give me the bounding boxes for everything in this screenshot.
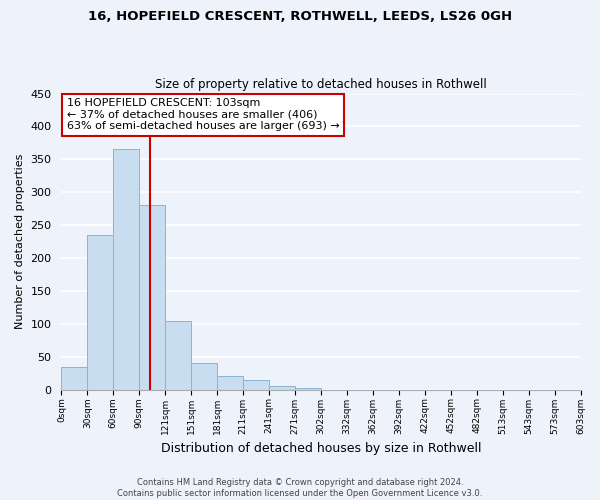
Bar	[113, 150, 139, 390]
Bar	[191, 364, 217, 390]
Bar	[269, 386, 295, 390]
Bar	[165, 320, 191, 390]
Bar	[139, 206, 165, 390]
Bar	[217, 376, 243, 390]
Text: 16, HOPEFIELD CRESCENT, ROTHWELL, LEEDS, LS26 0GH: 16, HOPEFIELD CRESCENT, ROTHWELL, LEEDS,…	[88, 10, 512, 23]
X-axis label: Distribution of detached houses by size in Rothwell: Distribution of detached houses by size …	[161, 442, 481, 455]
Y-axis label: Number of detached properties: Number of detached properties	[15, 154, 25, 330]
Bar	[295, 388, 321, 390]
Title: Size of property relative to detached houses in Rothwell: Size of property relative to detached ho…	[155, 78, 487, 91]
Text: 16 HOPEFIELD CRESCENT: 103sqm
← 37% of detached houses are smaller (406)
63% of : 16 HOPEFIELD CRESCENT: 103sqm ← 37% of d…	[67, 98, 340, 131]
Bar	[243, 380, 269, 390]
Bar	[88, 235, 113, 390]
Bar	[61, 366, 88, 390]
Text: Contains HM Land Registry data © Crown copyright and database right 2024.
Contai: Contains HM Land Registry data © Crown c…	[118, 478, 482, 498]
